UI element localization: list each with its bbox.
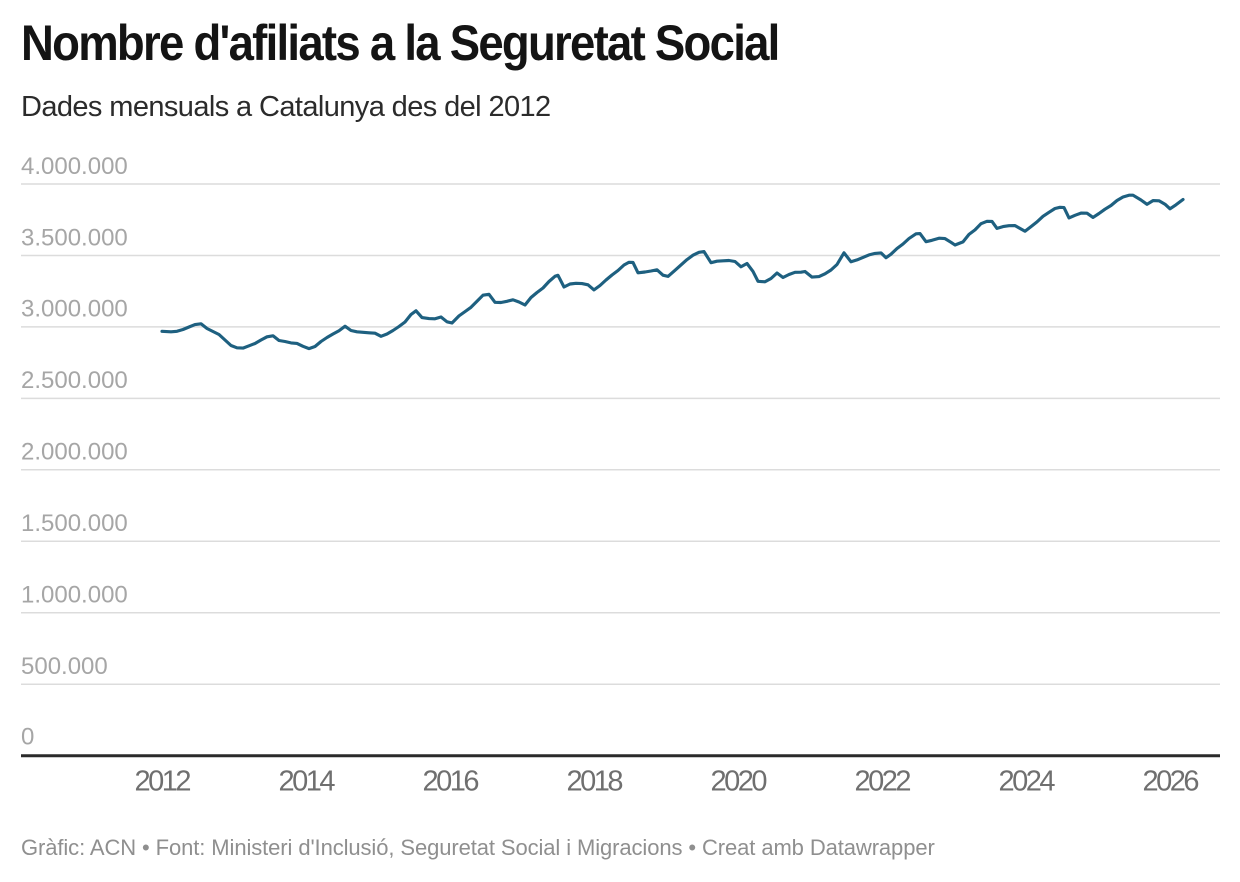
svg-text:2026: 2026: [1142, 766, 1198, 798]
svg-text:1.500.000: 1.500.000: [21, 510, 128, 537]
svg-text:3.500.000: 3.500.000: [21, 224, 128, 251]
svg-text:1.000.000: 1.000.000: [21, 582, 128, 609]
svg-text:2024: 2024: [998, 766, 1055, 798]
svg-text:2020: 2020: [710, 766, 766, 798]
svg-text:2022: 2022: [854, 766, 910, 798]
svg-text:500.000: 500.000: [21, 653, 108, 680]
svg-text:2.000.000: 2.000.000: [21, 439, 128, 466]
svg-text:2018: 2018: [566, 766, 622, 798]
svg-text:4.000.000: 4.000.000: [21, 153, 128, 180]
svg-text:3.000.000: 3.000.000: [21, 296, 128, 323]
svg-text:2012: 2012: [134, 766, 190, 798]
svg-text:2016: 2016: [422, 766, 478, 798]
svg-text:2.500.000: 2.500.000: [21, 367, 128, 394]
svg-text:0: 0: [21, 723, 34, 750]
svg-text:2014: 2014: [278, 766, 335, 798]
